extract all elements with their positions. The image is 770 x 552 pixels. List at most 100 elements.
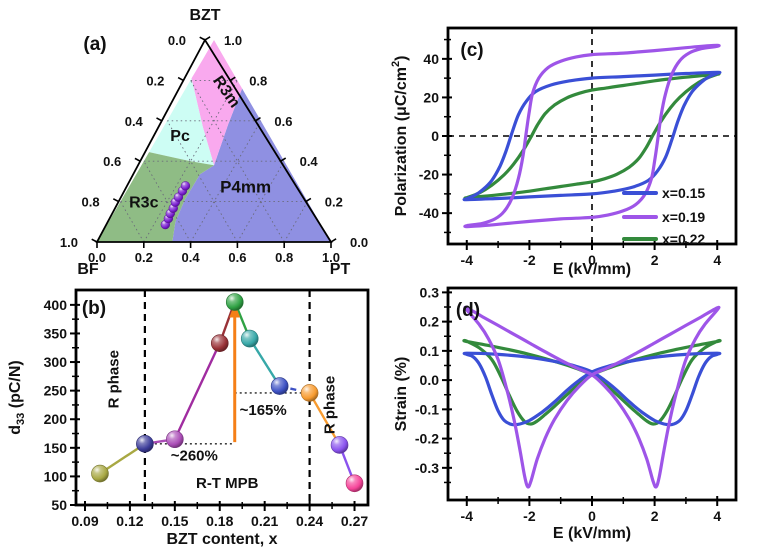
ternary-bottom-tick-label: 0.8 <box>275 250 293 265</box>
ternary-region-R3c <box>97 152 214 242</box>
x-tick-label: 0 <box>588 252 596 268</box>
ternary-left-tick-label: 0.2 <box>146 73 164 88</box>
y-axis-title: Polarization (μC/cm2) <box>390 56 410 217</box>
region-label-P4mm: P4mm <box>220 178 271 197</box>
x-tick-label: -2 <box>523 252 536 268</box>
ternary-right-tick-label: 0.8 <box>249 73 267 88</box>
loop-curve-x=0.19 <box>463 43 721 229</box>
ternary-bottom-tick-label: 0.0 <box>88 250 106 265</box>
y-tick-label: 250 <box>44 383 68 399</box>
annotation-text: R phase <box>321 376 338 434</box>
panel-d-strain-butterfly-plot: -4 -2 0 2 4 -0.3 -0.2 -0.1 0.0 0.1 0.2 0.3 Strain (%… <box>393 284 738 542</box>
panel-d-label: (d) <box>456 300 480 321</box>
y-tick-label: 20 <box>423 89 439 105</box>
x-tick-label: 0.15 <box>161 513 188 529</box>
ternary-corner-bottom-left-label: BF <box>77 261 99 278</box>
x-tick-label: 4 <box>713 508 721 524</box>
x-tick-label: 4 <box>713 252 721 268</box>
ternary-tick <box>280 157 287 162</box>
x-tick-label: 0.12 <box>116 513 143 529</box>
y-tick-label: -20 <box>419 167 439 183</box>
panel-a-label: (a) <box>83 34 106 55</box>
x-tick-label: -2 <box>523 508 536 524</box>
panel-b-chart: 0.09 0.12 0.15 0.18 0.21 0.24 0.27 50 100 150 200 2… <box>7 288 370 529</box>
ternary-gridline <box>166 120 238 243</box>
panel-b-d33-vs-composition-plot: 0.09 0.12 0.15 0.18 0.21 0.24 0.27 50 100 150 200 2… <box>7 288 370 548</box>
y-tick-label: 100 <box>44 468 68 484</box>
x-tick-label: 0.09 <box>71 513 98 529</box>
ternary-tick <box>177 76 184 82</box>
x-tick-label: 0.18 <box>206 513 233 529</box>
y-tick-label: -0.1 <box>415 401 439 417</box>
y-tick-label: -0.2 <box>415 431 439 447</box>
ternary-tick <box>199 36 206 41</box>
ternary-gridline <box>237 160 285 243</box>
legend-label: x=0.22 <box>662 231 705 247</box>
plot-box <box>74 288 370 507</box>
loop-curve-x=0.19 <box>463 305 721 489</box>
y-tick-label: 0.0 <box>420 372 440 388</box>
y-tick-label: 0.1 <box>420 343 440 359</box>
annotation-text: ~165% <box>240 402 287 419</box>
annotation-text: ~260% <box>171 447 218 464</box>
series-segment <box>99 442 146 475</box>
ternary-tick <box>156 117 163 122</box>
x-tick-label: 0.27 <box>341 513 368 529</box>
y-tick-label: 50 <box>51 497 67 513</box>
d33-data-point <box>91 464 109 483</box>
ternary-right-tick-label: 0.4 <box>300 154 319 169</box>
y-tick-label: -40 <box>419 205 439 221</box>
loop-curve-x=0.15 <box>462 70 722 202</box>
d33-data-point <box>166 430 184 449</box>
ternary-left-tick-label: 0.6 <box>103 154 121 169</box>
d33-data-point <box>270 377 289 395</box>
series-segment <box>308 392 341 446</box>
ternary-left-tick-label: 0.0 <box>168 33 186 48</box>
ternary-left-tick-label: 0.4 <box>125 114 144 129</box>
ternary-tick <box>134 157 141 162</box>
ternary-bottom-tick-label: 0.6 <box>228 250 246 265</box>
ternary-tick <box>229 76 236 82</box>
d33-data-point <box>240 329 259 348</box>
ternary-tick <box>91 238 98 243</box>
legend-label: x=0.15 <box>662 185 705 201</box>
series-segment <box>248 337 281 387</box>
ternary-bottom-tick-label: 1.0 <box>322 250 340 265</box>
panel-a-ternary-phase-diagram: 0.0 1.0 0.0 0.2 0.8 0.2 0.4 0.6 0.4 0.6 0.4 0.6 0.8 0… <box>60 7 368 278</box>
ternary-data-point <box>180 181 191 191</box>
d33-data-point <box>210 334 229 352</box>
x-tick-label: -4 <box>461 508 474 524</box>
y-tick-label: 40 <box>423 51 439 67</box>
ternary-region-R3m <box>191 40 243 166</box>
y-tick-label: 0.3 <box>420 284 440 300</box>
y-tick-label: 200 <box>44 411 68 427</box>
d33-data-point <box>345 474 364 493</box>
y-axis-title: Strain (%) <box>393 357 410 432</box>
y-tick-label: 300 <box>44 354 68 370</box>
annotation-text: R phase <box>106 350 123 408</box>
y-tick-label: 400 <box>44 297 68 313</box>
ternary-region-Pc <box>149 78 214 166</box>
y-tick-label: 0.2 <box>420 314 440 330</box>
ternary-left-tick-label: 0.8 <box>82 195 100 210</box>
d33-data-point <box>225 293 244 311</box>
x-tick-label: 0 <box>588 508 596 524</box>
loop-curve-x=0.22 <box>462 338 722 426</box>
d33-data-point <box>330 436 349 454</box>
region-label-Pc: Pc <box>170 128 190 145</box>
ternary-tick <box>330 238 337 243</box>
y-axis-title: d33 (pC/N) <box>7 360 27 434</box>
d33-data-point <box>300 384 319 402</box>
y-tick-label: 0 <box>431 128 439 144</box>
ternary-bottom-tick-label: 0.4 <box>182 250 201 265</box>
ternary-right-tick-label: 0.6 <box>274 114 292 129</box>
y-tick-label: 150 <box>44 440 68 456</box>
panel-b-label: (b) <box>82 298 106 319</box>
x-tick-label: 0.24 <box>296 513 323 529</box>
region-label-R3c: R3c <box>129 195 158 212</box>
ternary-gridline <box>143 160 191 243</box>
legend-label: x=0.19 <box>662 209 705 225</box>
ternary-tick <box>204 36 211 41</box>
panel-b-x-axis-title: BZT content, x <box>166 531 277 548</box>
